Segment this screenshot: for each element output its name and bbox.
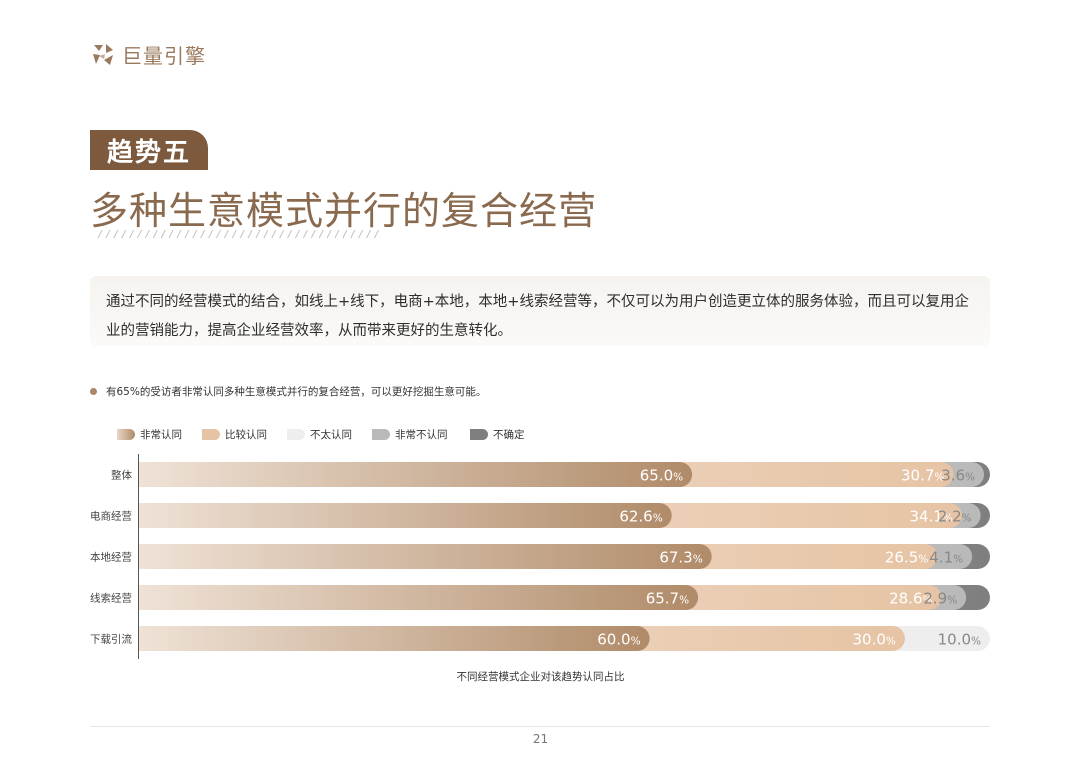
decorative-slashes [97,229,379,239]
decorative-slash [247,229,253,239]
decorative-slash [302,229,308,239]
key-finding-text: 有65%的受访者非常认同多种生意模式并行的复合经营，可以更好挖掘生意可能。 [106,386,487,398]
legend-swatch-4 [470,429,488,440]
footer-divider [90,726,990,727]
data-label: 3.6% [941,467,975,485]
category-label: 本地经营 [90,551,132,564]
decorative-slash [113,229,119,239]
category-label: 线索经营 [90,592,132,605]
decorative-slash [358,229,364,239]
data-label: 65.7% [646,590,689,608]
category-label: 整体 [111,469,132,482]
data-label: 10.0% [938,631,981,649]
decorative-slash [374,229,379,239]
legend-item-1: 比较认同 [202,427,287,442]
decorative-slash [216,229,221,239]
decorative-slash [144,229,150,239]
decorative-slash [255,229,261,239]
brand-logo: 巨量引擎 [90,40,206,69]
decorative-slash [310,229,316,239]
legend-label-3: 非常不认同 [395,429,448,441]
page-number: 21 [532,732,549,746]
decorative-slash [105,229,111,239]
decorative-slash [279,229,285,239]
decorative-slash [200,229,206,239]
legend-label-2: 不太认同 [310,429,352,441]
legend-item-0: 非常认同 [117,427,202,442]
decorative-slash [350,229,356,239]
category-label: 下载引流 [90,633,132,646]
data-label: 60.0% [597,631,640,649]
bar-segment-非常认同 [139,503,672,528]
data-label: 30.7% [901,467,944,485]
data-label: 26.5% [885,549,928,567]
brand-logo-icon [93,43,113,65]
trend-tag: 趋势五 [90,130,208,170]
data-label: 28.6% [889,590,932,608]
intro-text: 通过不同的经营模式的结合，如线上+线下，电商+本地，本地+线索经营等，不仅可以为… [106,294,969,339]
data-label: 62.6% [619,508,662,526]
decorative-slash [295,229,300,239]
category-label: 电商经营 [90,510,132,523]
data-label: 67.3% [659,549,702,567]
legend-label-4: 不确定 [493,429,525,441]
legend-swatch-3 [372,429,390,440]
decorative-slash [184,229,190,239]
stacked-bar-chart: 整体 65.0% 30.7%3.6% 电商经营 62.6% 34.1%2.2% 本地经营 67… [90,454,990,659]
bar-segment-非常认同 [139,462,693,487]
decorative-slash [129,229,135,239]
legend-item-3: 非常不认同 [372,427,470,442]
data-label: 65.0% [640,467,683,485]
decorative-slash [271,229,277,239]
bar-segment-非常认同 [139,544,712,569]
decorative-slash [208,229,214,239]
decorative-slash [263,229,269,239]
data-label: 2.9% [923,590,957,608]
key-finding: 有65%的受访者非常认同多种生意模式并行的复合经营，可以更好挖掘生意可能。 [90,384,486,399]
decorative-slash [318,229,324,239]
chart-caption: 不同经营模式企业对该趋势认同占比 [456,671,625,683]
brand-name: 巨量引擎 [122,44,206,68]
data-label: 2.2% [938,508,972,526]
decorative-slash [326,229,332,239]
legend-swatch-1 [202,429,220,440]
legend-item-2: 不太认同 [287,427,372,442]
data-label: 4.1% [929,549,963,567]
bar-segment-非常认同 [139,626,650,651]
bar-segment-非常认同 [139,585,699,610]
legend-item-4: 不确定 [470,427,525,442]
decorative-slash [97,229,103,239]
legend-swatch-0 [117,429,135,440]
data-label: 34.1% [910,508,953,526]
decorative-slash [239,229,245,239]
legend-label-1: 比较认同 [225,429,267,441]
decorative-slash [231,229,237,239]
legend-label-0: 非常认同 [140,429,182,441]
data-label: 30.0% [853,631,896,649]
bullet-dot-icon [90,388,97,395]
decorative-slash [152,229,158,239]
decorative-slash [342,229,348,239]
chart-legend: 非常认同 比较认同 不太认同 非常不认同 不确定 [117,427,525,442]
decorative-slash [287,229,293,239]
decorative-slash [223,229,229,239]
intro-box: 通过不同的经营模式的结合，如线上+线下，电商+本地，本地+线索经营等，不仅可以为… [90,276,990,346]
decorative-slash [192,229,198,239]
decorative-slash [366,229,372,239]
legend-swatch-2 [287,429,305,440]
decorative-slash [160,229,166,239]
page-title: 多种生意模式并行的复合经营 [90,189,598,233]
decorative-slash [176,229,182,239]
decorative-slash [121,229,127,239]
decorative-slash [168,229,174,239]
decorative-slash [137,229,142,239]
decorative-slash [334,229,340,239]
